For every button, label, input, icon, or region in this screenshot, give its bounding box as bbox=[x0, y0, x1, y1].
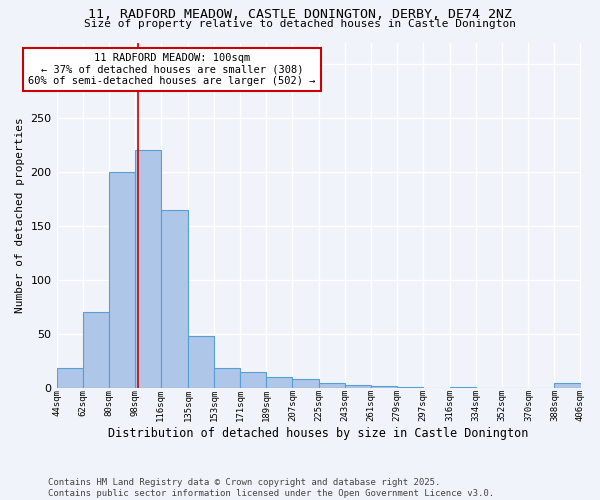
Bar bbox=[450, 386, 476, 388]
Bar bbox=[161, 210, 188, 388]
Text: Contains HM Land Registry data © Crown copyright and database right 2025.
Contai: Contains HM Land Registry data © Crown c… bbox=[48, 478, 494, 498]
Bar bbox=[188, 336, 214, 388]
Bar bbox=[344, 384, 371, 388]
Bar bbox=[109, 172, 135, 388]
Bar bbox=[266, 377, 292, 388]
Text: 11, RADFORD MEADOW, CASTLE DONINGTON, DERBY, DE74 2NZ: 11, RADFORD MEADOW, CASTLE DONINGTON, DE… bbox=[88, 8, 512, 20]
Bar bbox=[319, 384, 344, 388]
Y-axis label: Number of detached properties: Number of detached properties bbox=[15, 118, 25, 313]
Text: 11 RADFORD MEADOW: 100sqm
← 37% of detached houses are smaller (308)
60% of semi: 11 RADFORD MEADOW: 100sqm ← 37% of detac… bbox=[28, 53, 316, 86]
Bar bbox=[241, 372, 266, 388]
Bar bbox=[83, 312, 109, 388]
Text: Size of property relative to detached houses in Castle Donington: Size of property relative to detached ho… bbox=[84, 19, 516, 29]
X-axis label: Distribution of detached houses by size in Castle Donington: Distribution of detached houses by size … bbox=[109, 427, 529, 440]
Bar bbox=[135, 150, 161, 388]
Bar bbox=[56, 368, 83, 388]
Bar bbox=[554, 384, 581, 388]
Bar bbox=[214, 368, 241, 388]
Bar bbox=[397, 386, 423, 388]
Bar bbox=[292, 379, 319, 388]
Bar bbox=[371, 386, 397, 388]
